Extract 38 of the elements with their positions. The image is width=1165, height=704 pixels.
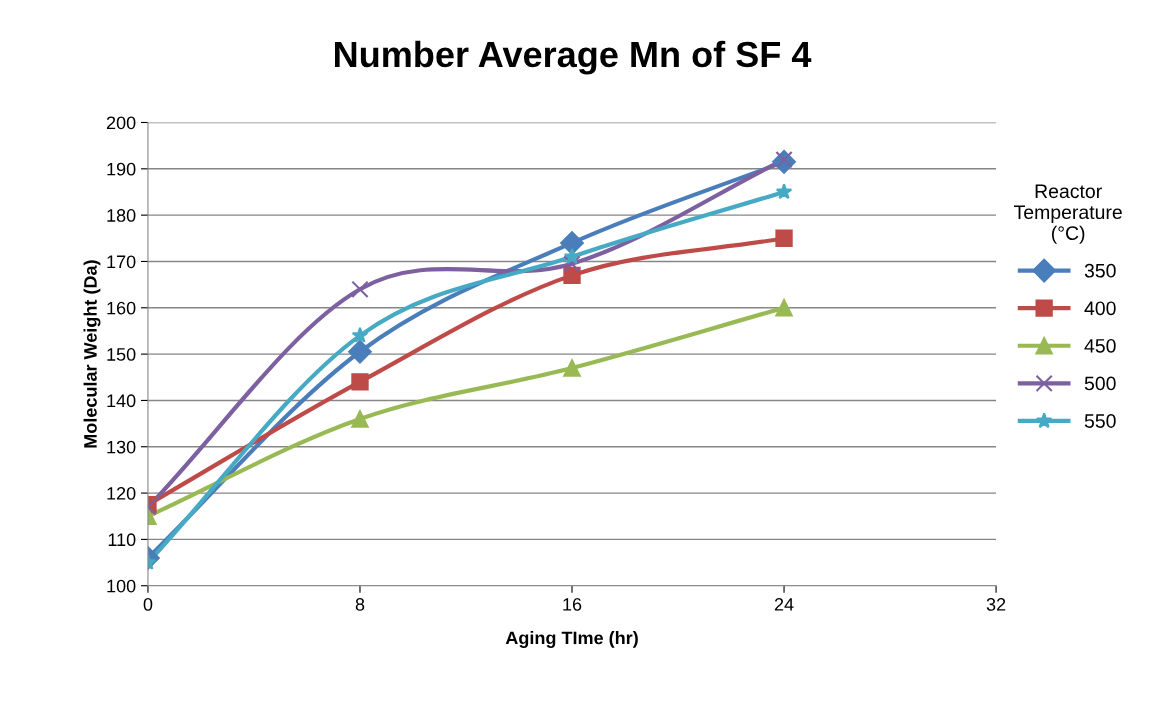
y-tick-label: 120	[107, 487, 136, 500]
point	[563, 359, 581, 377]
point	[775, 183, 793, 200]
legend-label: 350	[1084, 263, 1116, 278]
y-tick-label: 190	[107, 162, 136, 176]
y-axis-title: Molecular Weight (Da)	[83, 260, 101, 448]
x-tick-label: 8	[355, 598, 365, 611]
point	[351, 326, 369, 343]
point	[775, 299, 793, 317]
point	[351, 410, 369, 428]
x-tick-label: 32	[986, 598, 1006, 611]
chart-title: Number Average Mn of SF 4	[335, 40, 812, 75]
x-tick-label: 24	[774, 598, 794, 611]
y-tick-label: 130	[107, 440, 136, 454]
point	[563, 255, 581, 273]
legend-label: 450	[1084, 338, 1116, 353]
y-tick-label: 110	[108, 533, 136, 547]
point	[351, 280, 369, 298]
point	[351, 373, 369, 391]
x-tick-label: 0	[143, 598, 153, 611]
x-tick-label: 16	[563, 598, 582, 611]
legend-label: 500	[1084, 376, 1116, 391]
legend-title: Reactor Temperature (°C)	[1014, 184, 1122, 244]
point	[775, 229, 793, 247]
point	[563, 248, 581, 265]
y-tick-label: 180	[107, 209, 136, 222]
y-tick-label: 100	[107, 579, 136, 593]
y-tick-label: 140	[107, 394, 136, 408]
y-tick-label: 200	[106, 116, 136, 130]
point	[348, 339, 372, 364]
legend-label: 550	[1084, 414, 1116, 428]
y-tick-label: 170	[107, 255, 136, 269]
legend-label: 400	[1084, 301, 1116, 316]
point	[560, 231, 584, 255]
x-axis-title: Aging TIme (hr)	[505, 631, 638, 648]
y-tick-label: 150	[107, 348, 136, 361]
point	[563, 266, 581, 285]
y-tick-label: 160	[107, 301, 136, 315]
